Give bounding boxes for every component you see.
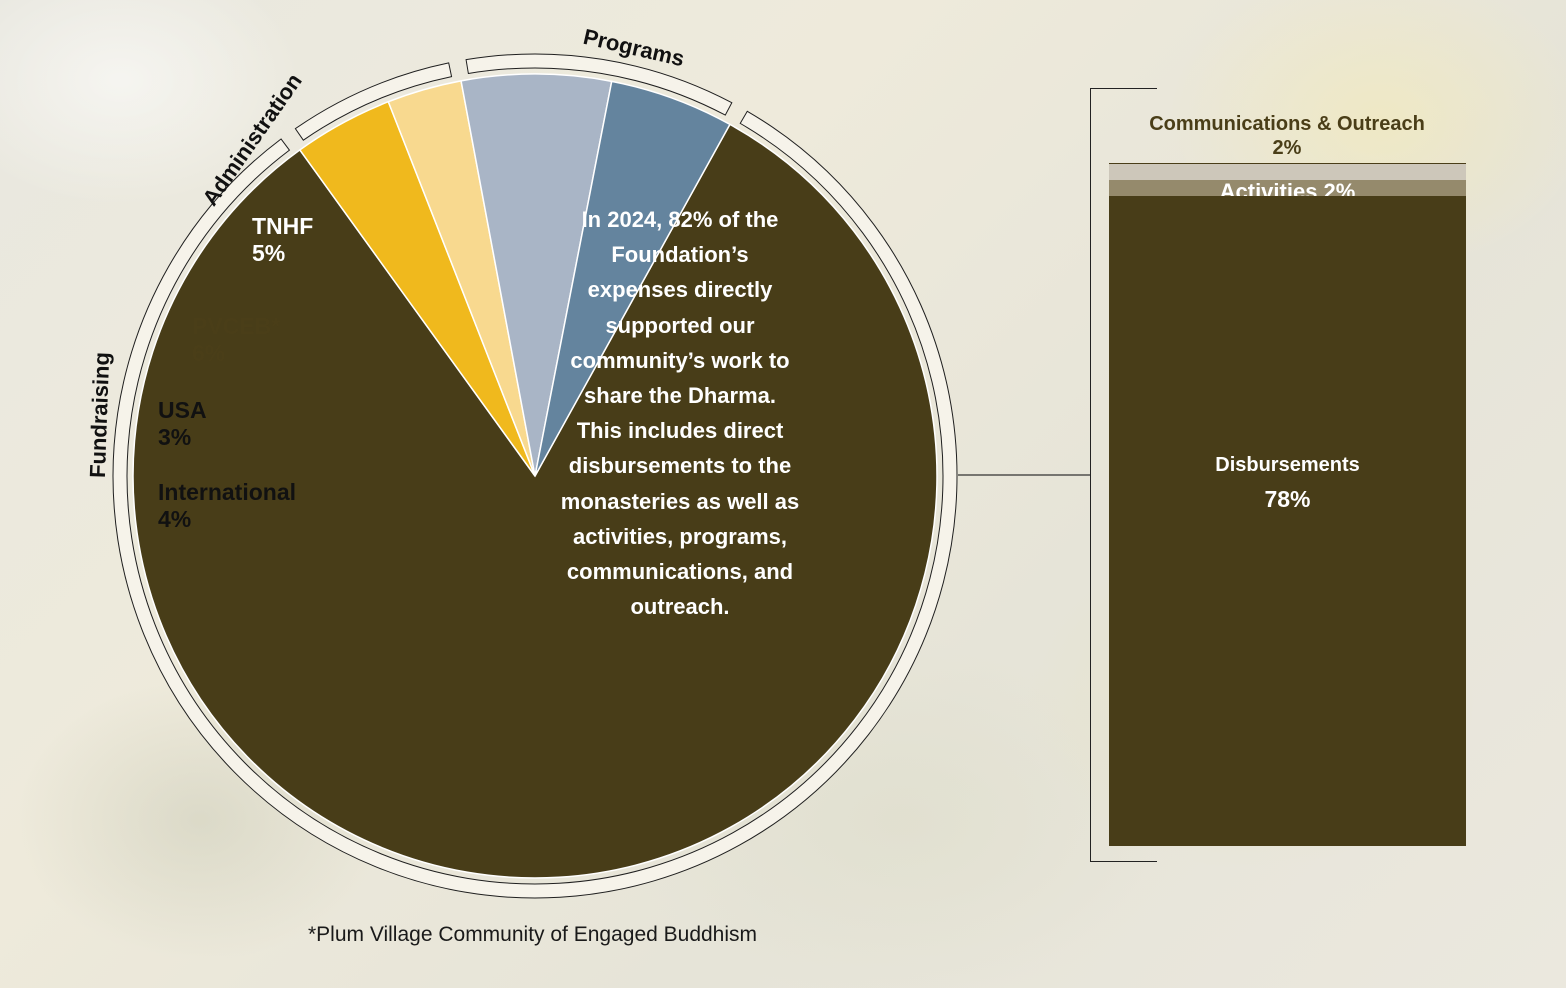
pie-slice-tnhf [534, 80, 731, 477]
disbursements-value: 78% [1264, 486, 1311, 513]
group-ring-administration [465, 53, 733, 116]
slice-value-international: 4% [158, 506, 191, 532]
bar-segment-communications-outreach [1109, 163, 1466, 181]
communications-outreach-name: Communications & Outreach [1149, 113, 1425, 135]
slice-label-tnhf: TNHF [252, 213, 313, 239]
group-ring-programs [112, 110, 958, 899]
slice-value-tnhf: 5% [252, 240, 285, 266]
pie-slice-pvceb [460, 73, 613, 477]
bar-segment-activities: Activities 2% [1109, 179, 1466, 203]
communications-outreach-label: Communications & Outreach 2% [1108, 112, 1466, 160]
slice-label-pvceb: PVCEB* [192, 313, 280, 339]
pie-center-note: In 2024, 82% of the Foundation’s expense… [560, 207, 800, 620]
group-ring-fundraising [294, 62, 453, 141]
slice-value-pvceb: 6% [192, 340, 225, 366]
slice-label-usa: USA [158, 397, 207, 423]
bar-bracket [1090, 88, 1157, 862]
pie-slice-programs [132, 123, 938, 879]
group-label-fundraising: Fundraising [85, 352, 114, 479]
disbursements-name: Disbursements [1215, 454, 1360, 477]
slice-value-usa: 3% [158, 424, 191, 450]
communications-outreach-value: 2% [1272, 137, 1302, 159]
bar-segment-disbursements: Disbursements 78% [1109, 196, 1466, 846]
footnote: *Plum Village Community of Engaged Buddh… [308, 923, 758, 946]
slice-label-international: International [158, 479, 296, 505]
disbursements-label: Disbursements 78% [1109, 448, 1466, 516]
